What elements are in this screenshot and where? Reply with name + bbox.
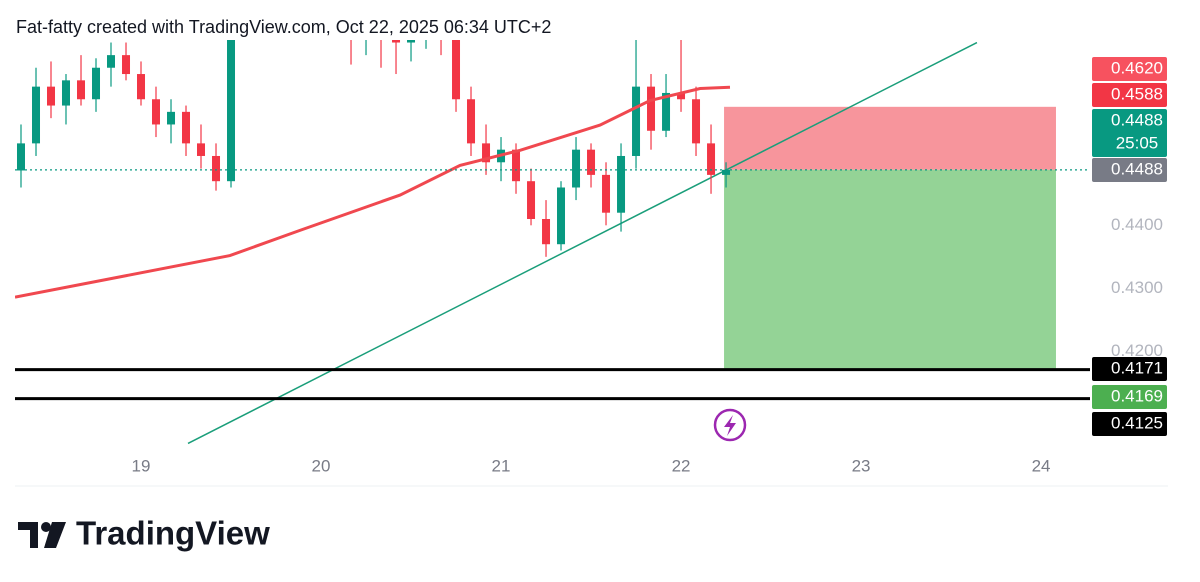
price-label-box [1092, 109, 1167, 157]
price-label-box [1092, 158, 1167, 182]
candle-body [512, 149, 521, 182]
price-axis: 0.4200 0.4300 0.4400 0.4620 0.4588 0.4488 25:0… [1092, 57, 1167, 436]
x-tick-label: 21 [492, 456, 511, 475]
price-label: 0.4171 [1111, 358, 1163, 377]
price-label-box [1092, 57, 1167, 81]
candle-body [122, 55, 131, 75]
candle-body [77, 80, 86, 100]
countdown: 25:05 [1116, 133, 1159, 152]
price-label: 0.4620 [1111, 58, 1163, 77]
price-label: 0.4125 [1111, 413, 1163, 432]
price-label: 0.4169 [1111, 386, 1163, 405]
price-label-box [1092, 385, 1167, 409]
price-label: 0.4488 [1111, 159, 1163, 178]
candle-body [197, 143, 206, 156]
candle-body [106, 55, 115, 68]
y-tick-label: 0.4400 [1111, 215, 1163, 234]
brand-name: TradingView [76, 515, 270, 552]
alert-icon [713, 408, 747, 442]
candle-body [572, 149, 581, 188]
candle-body [677, 92, 686, 100]
x-tick-label: 24 [1032, 456, 1051, 475]
candle-body [617, 155, 626, 213]
price-label-box [1092, 83, 1167, 107]
y-tick-label: 0.4300 [1111, 278, 1163, 297]
stop-zone [724, 106, 1056, 170]
chart-title: Fat-fatty created with TradingView.com, … [16, 17, 551, 37]
price-label-box [1092, 412, 1167, 436]
moving-average [15, 85, 731, 299]
brand-logo [18, 522, 66, 548]
candle-body [467, 99, 476, 144]
candle-body [227, 40, 236, 182]
x-tick-label: 22 [672, 456, 691, 475]
candle-body [722, 169, 731, 175]
candle-body [212, 155, 221, 182]
candle-body [182, 111, 191, 144]
candle-body [482, 143, 491, 163]
price-label-box [1092, 357, 1167, 381]
candle-body [407, 40, 416, 43]
candle-body [527, 181, 536, 220]
candle-body [167, 111, 176, 125]
candle-body [151, 99, 160, 125]
candle-body [647, 86, 656, 131]
candle-body [632, 86, 641, 156]
candle-body [707, 143, 716, 175]
candle-body [602, 174, 611, 213]
x-tick-label: 20 [312, 456, 331, 475]
candle-body [542, 219, 551, 245]
candle-body [662, 92, 671, 131]
candle-body [92, 67, 101, 100]
plot-area [15, 40, 1056, 445]
price-label: 0.4488 [1111, 110, 1163, 129]
candle-body [557, 187, 566, 245]
candle-body [61, 80, 70, 106]
price-label: 0.4588 [1111, 84, 1163, 103]
x-tick-label: 19 [132, 456, 151, 475]
trendline [187, 41, 978, 445]
candle-body [587, 149, 596, 175]
x-tick-label: 23 [852, 456, 871, 475]
candle-body [452, 40, 461, 100]
y-tick-label: 0.4200 [1111, 341, 1163, 360]
candle-body [32, 86, 41, 144]
candle-body [47, 86, 56, 106]
candle-body [692, 99, 701, 144]
candle-body [392, 40, 401, 43]
target-zone [724, 169, 1056, 370]
candle-body [16, 143, 25, 171]
candle-body [137, 74, 146, 100]
